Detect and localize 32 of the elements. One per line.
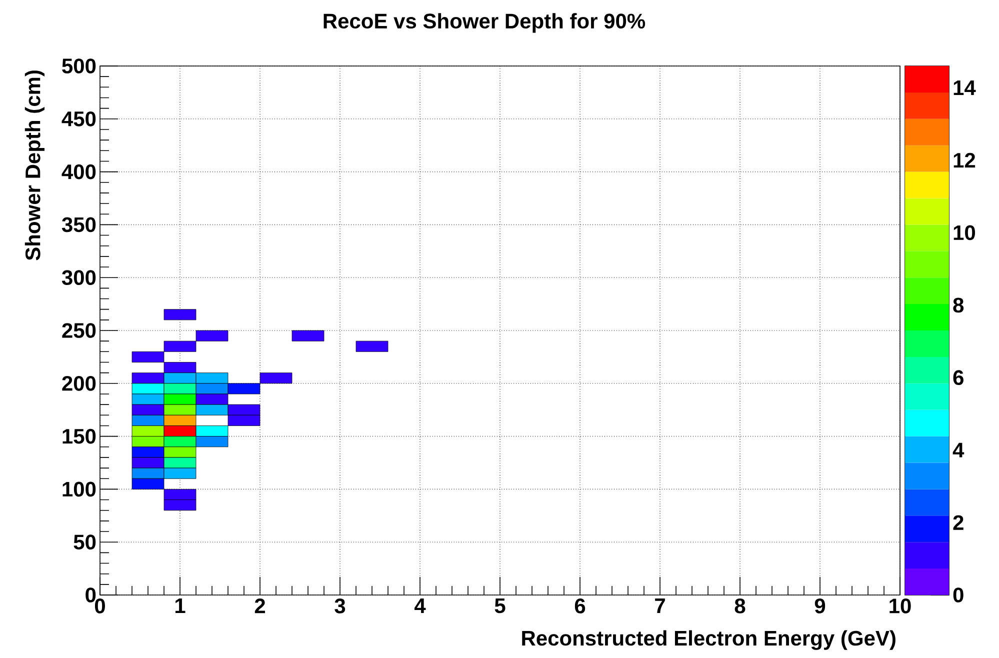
y-tick-label: 0: [86, 588, 96, 602]
y-tick-label: 50: [74, 534, 96, 550]
x-tick-label: 4: [414, 598, 426, 613]
color-bar-label: 12: [954, 152, 976, 168]
y-axis-title: Shower Depth (cm): [24, 70, 44, 260]
color-bar-label: 6: [953, 370, 964, 386]
y-tick-label: 200: [62, 376, 96, 391]
x-tick-label: 1: [175, 598, 186, 613]
x-tick-label: 2: [254, 598, 266, 614]
x-tick-label: 9: [814, 598, 826, 614]
y-tick-label: 250: [62, 323, 96, 338]
y-tick-label: 100: [62, 482, 96, 497]
y-tick-label: 400: [62, 164, 96, 180]
x-tick-label: 10: [890, 598, 911, 614]
x-tick-label: 7: [655, 598, 665, 613]
y-tick-label: 150: [62, 428, 96, 444]
x-tick-label: 5: [494, 598, 506, 614]
chart-title: RecoE vs Shower Depth for 90%: [324, 13, 646, 33]
color-bar-label: 4: [952, 442, 964, 458]
color-bar-label: 10: [954, 225, 976, 240]
color-bar-label: 14: [954, 80, 976, 95]
color-bar-label: 8: [953, 298, 964, 313]
x-tick-label: 8: [734, 598, 746, 614]
x-tick-label: 6: [574, 598, 586, 614]
x-tick-label: 3: [334, 598, 346, 614]
y-tick-label: 500: [62, 58, 96, 74]
y-tick-label: 300: [62, 270, 96, 286]
y-tick-label: 350: [62, 217, 96, 232]
color-bar-label: 0: [953, 588, 964, 602]
x-axis-title: Reconstructed Electron Energy (GeV): [522, 630, 896, 650]
color-bar-label: 2: [953, 515, 964, 530]
y-tick-label: 450: [62, 111, 96, 126]
